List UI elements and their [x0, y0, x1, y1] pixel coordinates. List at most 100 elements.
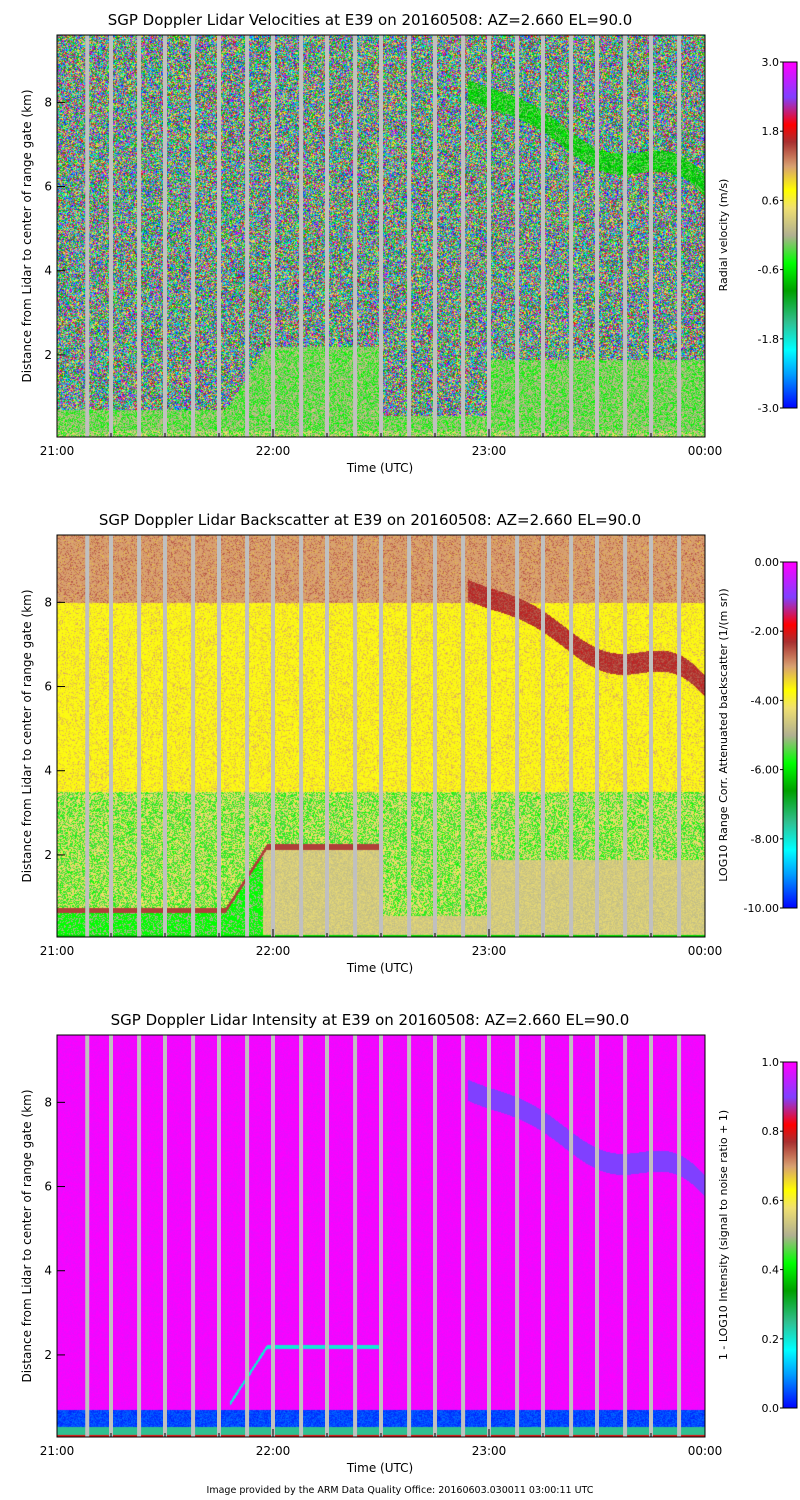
data-gap-stripe [595, 1035, 599, 1437]
colorbar-tick-label: -2.00 [751, 625, 779, 638]
y-axis-label: Distance from Lidar to center of range g… [20, 89, 34, 382]
data-gap-stripe [245, 535, 249, 937]
data-gap-stripe [245, 35, 249, 437]
chart-panel-velocity: SGP Doppler Lidar Velocities at E39 on 2… [0, 0, 800, 480]
data-gap-stripe [595, 535, 599, 937]
y-tick-label: 6 [44, 680, 52, 694]
data-gap-stripe [163, 535, 167, 937]
data-gap-stripe [353, 35, 357, 437]
chart-title: SGP Doppler Lidar Velocities at E39 on 2… [108, 11, 633, 29]
x-tick-label: 21:00 [40, 444, 75, 458]
data-gap-stripe [649, 1035, 653, 1437]
data-gap-stripe [379, 535, 383, 937]
x-axis-label: Time (UTC) [346, 1461, 413, 1475]
colorbar-tick-label: 0.6 [762, 194, 780, 207]
data-gap-stripe [677, 35, 681, 437]
y-tick-label: 6 [44, 180, 52, 194]
chart-panel-backscatter: SGP Doppler Lidar Backscatter at E39 on … [0, 500, 800, 980]
data-gap-stripe [217, 1035, 221, 1437]
chart-axes: SGP Doppler Lidar Velocities at E39 on 2… [0, 0, 800, 480]
data-gap-stripe [677, 1035, 681, 1437]
y-tick-label: 2 [44, 848, 52, 862]
data-gap-stripe [353, 535, 357, 937]
y-tick-label: 4 [44, 764, 52, 778]
footer-credit: Image provided by the ARM Data Quality O… [0, 1485, 800, 1497]
x-axis-label: Time (UTC) [346, 961, 413, 975]
y-axis-label: Distance from Lidar to center of range g… [20, 1089, 34, 1382]
data-gap-stripe [85, 35, 89, 437]
data-gap-stripe [569, 1035, 573, 1437]
chart-title: SGP Doppler Lidar Intensity at E39 on 20… [111, 1011, 630, 1029]
data-gap-stripe [461, 535, 465, 937]
y-tick-label: 2 [44, 348, 52, 362]
y-axis-label: Distance from Lidar to center of range g… [20, 589, 34, 882]
data-gap-stripe [407, 35, 411, 437]
data-gap-stripe [325, 35, 329, 437]
data-gap-stripe [191, 535, 195, 937]
data-gap-stripe [407, 1035, 411, 1437]
data-gap-stripe [569, 535, 573, 937]
data-gap-stripe [677, 535, 681, 937]
data-gap-stripe [85, 1035, 89, 1437]
data-gap-stripe [109, 35, 113, 437]
data-gap-stripe [623, 35, 627, 437]
data-gap-stripe [137, 1035, 141, 1437]
data-gap-stripe [461, 35, 465, 437]
x-tick-label: 21:00 [40, 944, 75, 958]
data-gap-stripe [541, 1035, 545, 1437]
data-gap-stripe [353, 1035, 357, 1437]
data-gap-stripe [299, 535, 303, 937]
colorbar-tick-label: -4.00 [751, 694, 779, 707]
data-gap-stripe [515, 35, 519, 437]
colorbar-label: 1 - LOG10 Intensity (signal to noise rat… [717, 1110, 730, 1360]
data-gap-stripe [271, 35, 275, 437]
colorbar-tick-label: -1.8 [758, 333, 779, 346]
data-gap-stripe [191, 35, 195, 437]
colorbar-tick-label: 0.4 [762, 1264, 780, 1277]
data-gap-stripe [299, 35, 303, 437]
colorbar-tick-label: 1.8 [762, 125, 780, 138]
data-gap-stripe [515, 535, 519, 937]
x-tick-label: 21:00 [40, 1444, 75, 1458]
data-gap-stripe [623, 1035, 627, 1437]
data-gap-stripe [569, 35, 573, 437]
colorbar-tick-label: -0.6 [758, 264, 779, 277]
colorbar-tick-label: 3.0 [762, 56, 780, 69]
colorbar-tick-label: 1.0 [762, 1056, 780, 1069]
x-tick-label: 22:00 [256, 444, 291, 458]
data-gap-stripe [407, 535, 411, 937]
data-gap-stripe [85, 535, 89, 937]
colorbar-tick-label: 0.8 [762, 1125, 780, 1138]
colorbar-tick-label: 0.6 [762, 1194, 780, 1207]
data-gap-stripe [487, 535, 491, 937]
data-gap-stripe [299, 1035, 303, 1437]
colorbar-tick-label: -10.00 [744, 902, 779, 915]
data-gap-stripe [271, 1035, 275, 1437]
x-tick-label: 22:00 [256, 1444, 291, 1458]
y-tick-label: 8 [44, 595, 52, 609]
data-gap-stripe [541, 35, 545, 437]
colorbar-tick-label: -8.00 [751, 833, 779, 846]
data-gap-stripe [649, 535, 653, 937]
y-tick-label: 2 [44, 1348, 52, 1362]
y-tick-label: 4 [44, 1264, 52, 1278]
data-gap-stripe [163, 1035, 167, 1437]
x-tick-label: 23:00 [472, 944, 507, 958]
data-gap-stripe [379, 1035, 383, 1437]
data-gap-stripe [325, 535, 329, 937]
colorbar-tick-label: 0.0 [762, 1402, 780, 1415]
x-tick-label: 00:00 [688, 1444, 723, 1458]
x-axis-label: Time (UTC) [346, 461, 413, 475]
colorbar-label: Radial velocity (m/s) [717, 179, 730, 292]
data-gap-stripe [433, 1035, 437, 1437]
colorbar-tick-label: -3.0 [758, 402, 779, 415]
data-gap-stripe [487, 35, 491, 437]
x-tick-label: 00:00 [688, 944, 723, 958]
data-gap-stripe [433, 35, 437, 437]
data-gap-stripe [191, 1035, 195, 1437]
colorbar-tick-label: 0.00 [755, 556, 780, 569]
data-gap-stripe [163, 35, 167, 437]
data-gap-stripe [109, 1035, 113, 1437]
data-gap-stripe [461, 1035, 465, 1437]
colorbar-tick-label: 0.2 [762, 1333, 780, 1346]
